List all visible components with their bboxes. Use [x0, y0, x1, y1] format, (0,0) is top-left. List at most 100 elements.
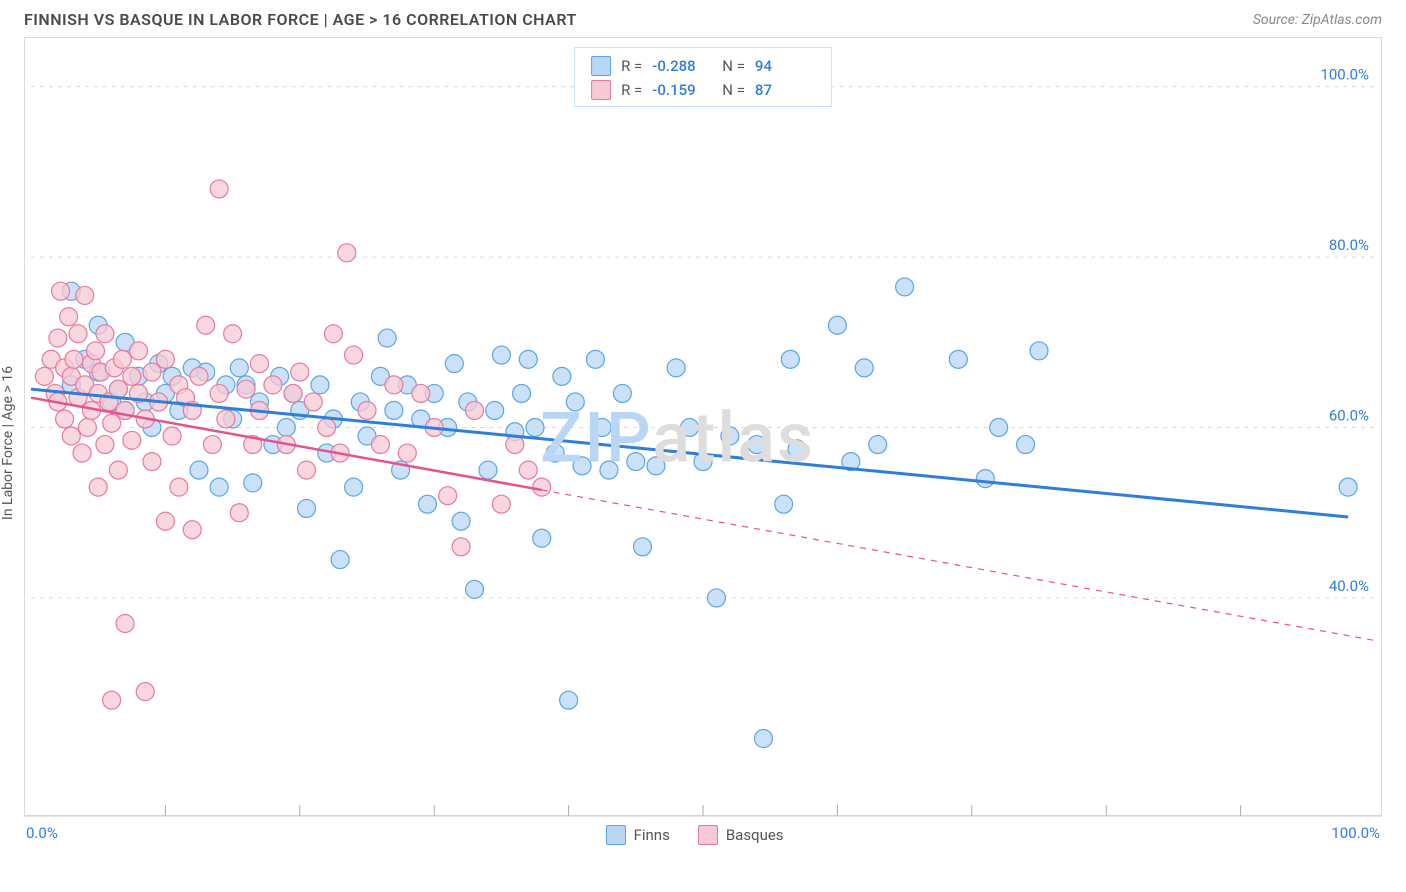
scatter-point: [76, 286, 94, 304]
scatter-point: [513, 384, 531, 402]
scatter-point: [533, 529, 551, 547]
corr-r-label: R =: [621, 78, 642, 102]
scatter-point: [130, 342, 148, 360]
scatter-point: [707, 589, 725, 607]
scatter-point: [378, 329, 396, 347]
scatter-point: [385, 401, 403, 419]
scatter-point: [553, 367, 571, 385]
scatter-point: [519, 350, 537, 368]
scatter-point: [113, 350, 131, 368]
scatter-point: [190, 367, 208, 385]
scatter-point: [89, 478, 107, 496]
scatter-point: [318, 419, 336, 437]
scatter-point: [788, 440, 806, 458]
scatter-point: [156, 512, 174, 530]
corr-n-value: 94: [755, 54, 815, 78]
scatter-point: [990, 419, 1008, 437]
scatter-point: [304, 393, 322, 411]
scatter-point: [49, 329, 67, 347]
scatter-point: [775, 495, 793, 513]
scatter-point: [627, 453, 645, 471]
corr-r-label: R =: [621, 54, 642, 78]
scatter-point: [613, 384, 631, 402]
scatter-point: [452, 512, 470, 530]
scatter-point: [103, 414, 121, 432]
scatter-point: [109, 380, 127, 398]
scatter-point: [345, 346, 363, 364]
scatter-point: [1030, 342, 1048, 360]
scatter-point: [560, 691, 578, 709]
corr-r-value: -0.288: [652, 54, 712, 78]
scatter-point: [466, 401, 484, 419]
scatter-point: [170, 478, 188, 496]
legend-item: Basques: [698, 825, 784, 845]
scatter-point: [896, 278, 914, 296]
scatter-point: [506, 436, 524, 454]
scatter-point: [324, 325, 342, 343]
scatter-point: [156, 350, 174, 368]
scatter-point: [667, 359, 685, 377]
scatter-point: [69, 325, 87, 343]
legend-label: Finns: [634, 826, 670, 844]
scatter-point: [230, 359, 248, 377]
chart-container: In Labor Force | Age > 16 40.0%60.0%80.0…: [24, 37, 1382, 849]
scatter-plot: 40.0%60.0%80.0%100.0%: [24, 37, 1382, 817]
scatter-point: [492, 495, 510, 513]
scatter-point: [345, 478, 363, 496]
source-label: Source: ZipAtlas.com: [1253, 12, 1382, 28]
scatter-point: [681, 419, 699, 437]
scatter-point: [573, 457, 591, 475]
scatter-point: [210, 384, 228, 402]
scatter-point: [237, 380, 255, 398]
scatter-point: [123, 367, 141, 385]
scatter-point: [244, 474, 262, 492]
x-min-label: 0.0%: [26, 824, 58, 842]
scatter-point: [298, 499, 316, 517]
scatter-point: [949, 350, 967, 368]
scatter-point: [78, 419, 96, 437]
scatter-point: [224, 325, 242, 343]
scatter-point: [338, 244, 356, 262]
scatter-point: [250, 355, 268, 373]
scatter-point: [163, 427, 181, 445]
scatter-point: [109, 461, 127, 479]
scatter-point: [452, 538, 470, 556]
scatter-point: [586, 350, 604, 368]
scatter-point: [291, 363, 309, 381]
scatter-point: [721, 427, 739, 445]
scatter-point: [486, 401, 504, 419]
corr-n-label: N =: [722, 78, 745, 102]
scatter-point: [439, 487, 457, 505]
scatter-point: [358, 401, 376, 419]
legend-swatch: [606, 825, 626, 845]
scatter-point: [60, 308, 78, 326]
scatter-point: [143, 453, 161, 471]
scatter-point: [217, 410, 235, 428]
scatter-point: [593, 419, 611, 437]
legend-item: Finns: [606, 825, 670, 845]
scatter-point: [35, 367, 53, 385]
corr-swatch: [591, 80, 611, 100]
scatter-point: [466, 580, 484, 598]
corr-swatch: [591, 56, 611, 76]
chart-title: FINNISH VS BASQUE IN LABOR FORCE | AGE >…: [24, 10, 577, 29]
scatter-point: [634, 538, 652, 556]
scatter-point: [371, 436, 389, 454]
scatter-point: [210, 478, 228, 496]
scatter-point: [869, 436, 887, 454]
scatter-point: [331, 551, 349, 569]
y-axis-label: In Labor Force | Age > 16: [0, 366, 16, 520]
scatter-point: [398, 444, 416, 462]
scatter-point: [546, 444, 564, 462]
corr-n-value: 87: [755, 78, 815, 102]
scatter-point: [73, 444, 91, 462]
scatter-point: [533, 478, 551, 496]
scatter-point: [264, 376, 282, 394]
corr-r-value: -0.159: [652, 78, 712, 102]
scatter-point: [519, 461, 537, 479]
y-tick-label: 80.0%: [1329, 236, 1369, 254]
y-tick-label: 100.0%: [1320, 66, 1369, 84]
y-tick-label: 40.0%: [1329, 577, 1369, 595]
scatter-point: [52, 282, 70, 300]
scatter-point: [479, 461, 497, 479]
